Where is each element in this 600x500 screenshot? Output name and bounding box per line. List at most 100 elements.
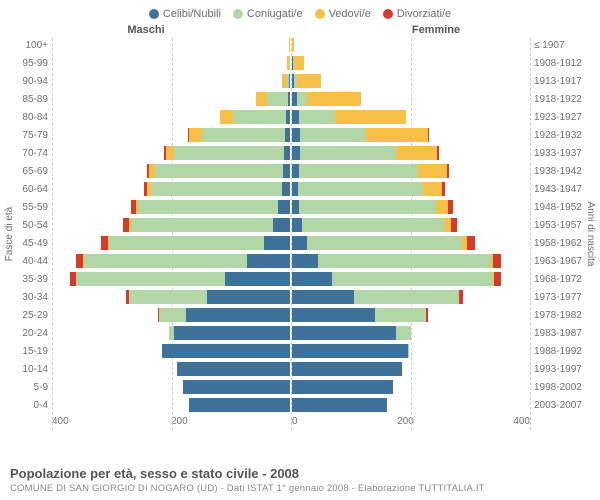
- female-bar: [292, 326, 530, 340]
- bar-segment: [436, 200, 448, 214]
- legend-swatch: [315, 9, 325, 19]
- birth-label: 1913-1917: [530, 76, 592, 87]
- pyramid-row: 15-191988-1992: [8, 342, 592, 360]
- male-bar: [52, 362, 290, 376]
- pyramid-row: 5-91998-2002: [8, 378, 592, 396]
- bar-segment: [297, 74, 321, 88]
- pyramid-row: 80-841923-1927: [8, 108, 592, 126]
- bar-segment: [292, 38, 294, 52]
- legend-item: Coniugati/e: [233, 8, 303, 20]
- bar-segment: [426, 308, 428, 322]
- age-label: 60-64: [8, 184, 52, 195]
- birth-label: 1948-1952: [530, 202, 592, 213]
- female-bar: [292, 146, 530, 160]
- legend-label: Divorziati/e: [397, 8, 451, 20]
- birth-label: 1933-1937: [530, 148, 592, 159]
- bar-segment: [442, 182, 446, 196]
- bar-segment: [284, 146, 290, 160]
- bar-segment: [447, 164, 449, 178]
- bar-segment: [101, 236, 108, 250]
- birth-label: 1928-1932: [530, 130, 592, 141]
- bar-segment: [307, 92, 361, 106]
- bar-segment: [285, 128, 290, 142]
- bar-segment: [84, 254, 248, 268]
- birth-label: 1963-1967: [530, 256, 592, 267]
- bar-segment: [292, 200, 299, 214]
- birth-label: 1978-1982: [530, 310, 592, 321]
- female-bar: [292, 254, 530, 268]
- bar-segment: [396, 326, 411, 340]
- bar-segment: [267, 92, 288, 106]
- male-bar: [52, 326, 290, 340]
- female-bar: [292, 110, 530, 124]
- bar-segment: [207, 290, 290, 304]
- bar-segment: [225, 272, 290, 286]
- bar-segment: [318, 254, 491, 268]
- female-bar: [292, 380, 530, 394]
- bar-segment: [299, 110, 335, 124]
- bar-segment: [292, 254, 318, 268]
- male-bar: [52, 398, 290, 412]
- bar-segment: [292, 398, 387, 412]
- x-axis: 400200 0200400: [8, 416, 592, 427]
- female-bar: [292, 128, 530, 142]
- bar-segment: [299, 164, 418, 178]
- bar-segment: [493, 254, 501, 268]
- birth-label: 1983-1987: [530, 328, 592, 339]
- bar-segment: [109, 236, 264, 250]
- male-bar: [52, 200, 290, 214]
- birth-label: 1993-1997: [530, 364, 592, 375]
- pyramid-row: 25-29 1978-1982: [8, 306, 592, 324]
- bar-segment: [278, 200, 290, 214]
- female-bar: [292, 362, 530, 376]
- birth-label: 2003-2007: [530, 400, 592, 411]
- bar-segment: [289, 38, 290, 52]
- bar-segment: [366, 128, 428, 142]
- pyramid-row: 95-991908-1912: [8, 54, 592, 72]
- bar-segment: [292, 308, 375, 322]
- bar-segment: [396, 146, 438, 160]
- bar-segment: [273, 218, 290, 232]
- age-label: 25-29: [8, 310, 52, 321]
- bar-segment: [294, 56, 305, 70]
- age-label: 40-44: [8, 256, 52, 267]
- male-bar: [52, 38, 290, 52]
- bar-segment: [494, 272, 501, 286]
- bar-segment: [300, 146, 395, 160]
- female-bar: [292, 164, 530, 178]
- bar-segment: [292, 218, 302, 232]
- male-bar: [52, 92, 290, 106]
- pyramid-chart: Fasce di età Anni di nascita Maschi Femm…: [8, 24, 592, 444]
- bar-segment: [162, 344, 290, 358]
- bar-segment: [451, 218, 457, 232]
- birth-label: 1953-1957: [530, 220, 592, 231]
- bar-segment: [189, 398, 290, 412]
- male-bar: [52, 164, 290, 178]
- age-label: 55-59: [8, 202, 52, 213]
- age-label: 85-89: [8, 94, 52, 105]
- female-bar: [292, 290, 530, 304]
- bar-segment: [177, 362, 290, 376]
- chart-rows: 100+≤ 190795-991908-191290-941913-191785…: [8, 36, 592, 414]
- age-label: 35-39: [8, 274, 52, 285]
- pyramid-row: 35-391968-1972: [8, 270, 592, 288]
- male-bar: [52, 128, 290, 142]
- male-bar: [52, 182, 290, 196]
- header-male: Maschi: [52, 24, 290, 36]
- bar-segment: [332, 272, 493, 286]
- pyramid-row: 45-491958-1962: [8, 234, 592, 252]
- pyramid-row: 65-691938-1942: [8, 162, 592, 180]
- age-label: 5-9: [8, 382, 52, 393]
- bar-segment: [131, 218, 274, 232]
- female-bar: [292, 56, 530, 70]
- x-tick: 0: [292, 416, 298, 427]
- bar-segment: [297, 92, 308, 106]
- female-bar: [292, 74, 530, 88]
- age-label: 90-94: [8, 76, 52, 87]
- age-label: 20-24: [8, 328, 52, 339]
- bar-segment: [375, 308, 426, 322]
- birth-label: ≤ 1907: [530, 40, 592, 51]
- bar-segment: [292, 272, 332, 286]
- age-label: 70-74: [8, 148, 52, 159]
- bar-segment: [186, 308, 290, 322]
